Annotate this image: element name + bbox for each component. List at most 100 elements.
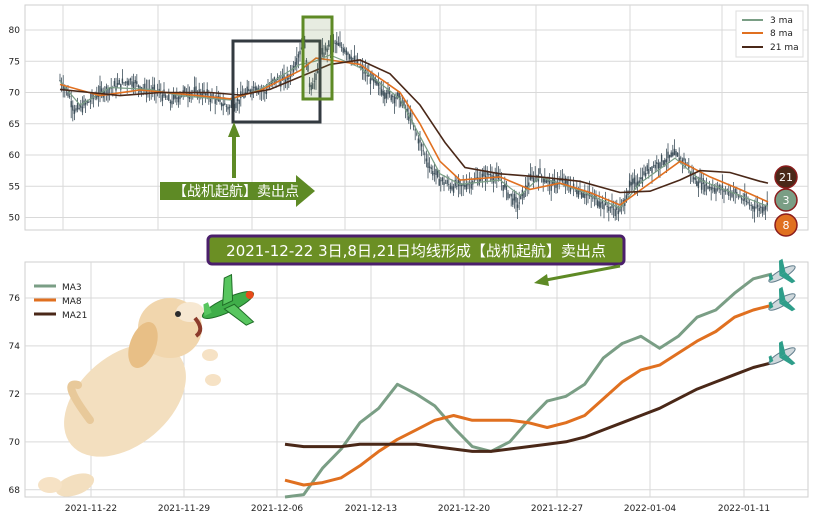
top-series-3-ma	[59, 54, 769, 209]
airplane-icon	[768, 258, 796, 284]
candle-body	[145, 89, 148, 95]
candle-body	[324, 46, 327, 51]
candle-body	[369, 78, 372, 84]
candle-body	[246, 86, 248, 93]
candle-body	[406, 108, 408, 113]
candle-body	[665, 159, 668, 163]
candle-body	[465, 184, 468, 190]
candle-body	[340, 47, 343, 48]
candle-body	[105, 86, 108, 90]
candle-body	[648, 169, 650, 174]
candle-body	[632, 178, 634, 185]
candle-body	[628, 180, 631, 188]
candle-body	[433, 173, 436, 174]
candle-body	[696, 180, 698, 187]
candle-body	[761, 207, 764, 213]
candle-body	[694, 177, 696, 181]
candle-body	[688, 166, 690, 169]
candle-body	[582, 193, 584, 198]
candle-body	[712, 187, 714, 189]
candle-body	[265, 90, 268, 95]
legend-label-3ma: 3 ma	[770, 16, 793, 26]
bottom-y-tick-label: 72	[9, 390, 20, 400]
candle-body	[283, 73, 285, 80]
top-y-tick-label: 70	[9, 89, 21, 99]
legend-label-ma8: MA8	[62, 297, 82, 307]
candle-body	[619, 207, 621, 212]
candle-body	[422, 150, 424, 152]
candle-body	[430, 167, 432, 169]
candle-body	[488, 174, 490, 176]
candle-body	[188, 92, 191, 99]
bottom-series-MA8	[284, 303, 773, 487]
candle-body	[622, 199, 624, 204]
candle-body	[713, 187, 716, 192]
candle-body	[329, 44, 332, 48]
candle-body	[176, 97, 178, 99]
candle-body	[603, 204, 605, 210]
candle-body	[555, 183, 557, 189]
candle-body	[380, 89, 383, 95]
bottom-x-tick-label: 2021-11-29	[158, 504, 211, 514]
candle-body	[451, 186, 453, 190]
candle-body	[635, 182, 637, 187]
candle-body	[252, 86, 255, 88]
candle-body	[280, 80, 282, 87]
candle-body	[486, 170, 488, 175]
candle-body	[128, 80, 130, 86]
bottom-x-tick-label: 2021-12-06	[251, 504, 304, 514]
candle-body	[296, 58, 298, 65]
candle-body	[552, 179, 554, 186]
candle-body	[284, 80, 287, 84]
candle-body	[158, 88, 160, 93]
candle-body	[310, 85, 312, 91]
candle-body	[564, 177, 567, 184]
candle-body	[332, 40, 335, 44]
candle-body	[683, 157, 685, 161]
candle-body	[577, 190, 580, 198]
candle-body	[756, 204, 759, 208]
candle-body	[566, 180, 568, 185]
candle-body	[144, 83, 146, 90]
candle-body	[656, 162, 658, 164]
candle-body	[361, 66, 364, 70]
candle-body	[352, 58, 354, 60]
candle-body	[124, 81, 127, 83]
candle-body	[734, 188, 736, 193]
candle-body	[432, 171, 434, 176]
candle-body	[336, 41, 338, 45]
candle-body	[396, 92, 399, 98]
candle-body	[649, 167, 652, 169]
candle-body	[118, 79, 120, 85]
candle-body	[393, 96, 396, 104]
candle-body	[344, 48, 346, 53]
candle-body	[70, 101, 72, 108]
candle-body	[294, 62, 296, 68]
candle-body	[328, 40, 330, 47]
candle-body	[160, 93, 162, 95]
candle-body	[409, 112, 412, 119]
candle-body	[617, 210, 620, 215]
candle-body	[547, 179, 549, 183]
candle-body	[748, 204, 751, 206]
candle-body	[209, 96, 212, 103]
candle-body	[609, 207, 612, 209]
candle-body	[737, 195, 740, 197]
candle-body	[99, 86, 101, 93]
candle-body	[563, 182, 565, 185]
candle-body	[241, 95, 244, 97]
candle-body	[211, 94, 213, 98]
candle-body	[307, 64, 309, 72]
candle-body	[526, 185, 528, 188]
candle-body	[651, 166, 653, 173]
candle-body	[220, 102, 223, 107]
candle-body	[747, 201, 749, 204]
candle-body	[456, 186, 458, 188]
candle-body	[446, 180, 448, 184]
candle-body	[601, 201, 604, 204]
candle-body	[152, 87, 154, 91]
badge-3-circle	[774, 188, 798, 212]
candle-body	[172, 94, 175, 100]
candle-body	[596, 200, 599, 207]
bottom-y-tick-label: 70	[9, 438, 21, 448]
